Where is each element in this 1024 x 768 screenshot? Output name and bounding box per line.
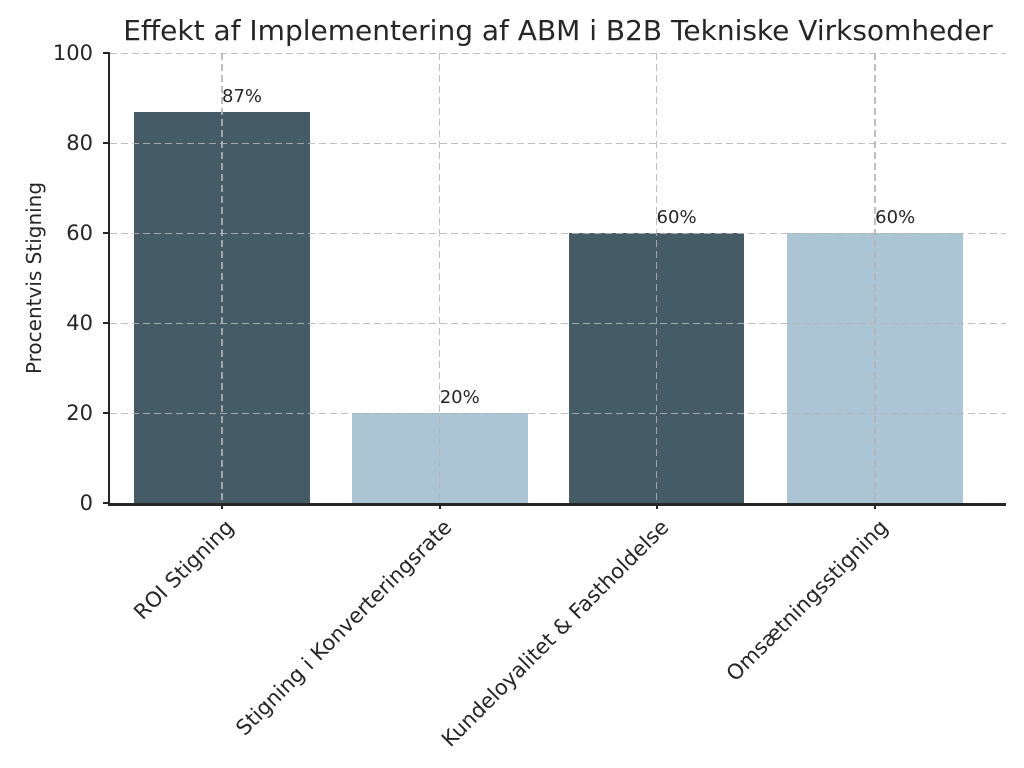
v-gridline xyxy=(221,53,223,503)
x-tick-mark xyxy=(438,503,441,509)
value-labels-layer: 87% 20% 60% 60% xyxy=(110,53,1006,503)
y-tick-label: 0 xyxy=(79,491,93,515)
bar-value-label: 20% xyxy=(439,387,480,408)
y-tick-mark xyxy=(103,142,110,144)
y-tick-label: 20 xyxy=(66,401,93,425)
x-axis-ticks: ROI Stigning Stigning i Konverteringsrate… xyxy=(110,503,1006,768)
h-gridline xyxy=(110,322,1006,324)
h-gridline xyxy=(110,412,1006,414)
y-tick-label: 100 xyxy=(52,41,93,65)
y-tick-label: 60 xyxy=(66,221,93,245)
h-gridline xyxy=(110,142,1006,144)
y-tick-mark xyxy=(103,322,110,324)
v-gridlines-layer xyxy=(110,53,1006,503)
h-gridline xyxy=(110,232,1006,234)
x-tick-mark xyxy=(221,503,223,509)
y-tick-mark xyxy=(103,52,110,54)
h-gridline xyxy=(110,52,1006,54)
y-tick-mark xyxy=(103,232,110,234)
bar-value-label: 87% xyxy=(222,85,263,107)
chart-title: Effekt af Implementering af ABM i B2B Te… xyxy=(123,14,993,47)
y-tick-mark xyxy=(103,502,110,504)
v-gridline xyxy=(655,53,658,503)
x-tick-label: Omsætningsstigning xyxy=(721,515,893,686)
y-axis-spine xyxy=(108,53,110,505)
x-tick-label: Kundeloyalitet & Fastholdelse xyxy=(437,515,674,752)
v-gridline xyxy=(438,53,441,503)
bar-value-label: 60% xyxy=(875,207,916,228)
v-gridline xyxy=(874,53,876,503)
y-axis-ticks: 0 20 40 60 80 100 xyxy=(0,41,110,515)
plot-area: 87% 20% 60% 60% xyxy=(108,52,1006,506)
h-gridlines-layer xyxy=(110,52,1006,503)
x-tick-mark xyxy=(874,503,877,509)
y-tick-label: 40 xyxy=(66,311,93,335)
bar-value-label: 60% xyxy=(656,207,697,228)
y-tick-mark xyxy=(103,412,110,414)
x-tick-label: Stigning i Konverteringsrate xyxy=(231,515,457,741)
y-tick-label: 80 xyxy=(66,131,93,155)
x-axis-spine xyxy=(108,503,1006,506)
x-tick-label: ROI Stigning xyxy=(129,515,239,625)
x-tick-mark xyxy=(655,503,658,509)
